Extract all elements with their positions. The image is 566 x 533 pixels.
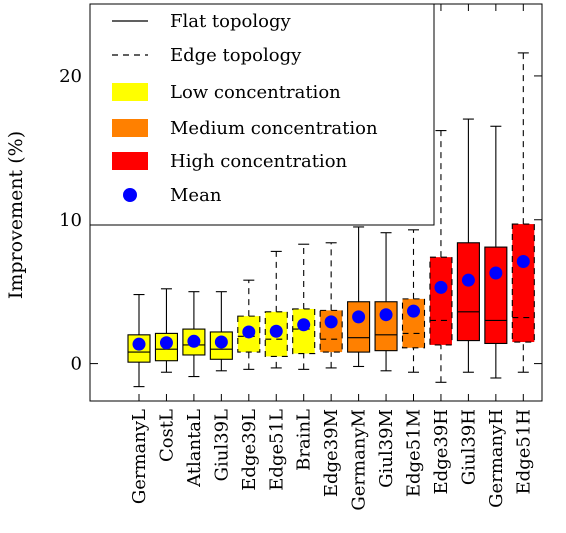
mean-marker: [324, 315, 338, 329]
mean-marker: [242, 325, 256, 339]
box-group: [374, 232, 398, 372]
legend-label: Low concentration: [170, 82, 341, 103]
mean-marker: [269, 324, 283, 338]
legend-color-swatch: [112, 83, 148, 101]
legend-mean-marker: [123, 188, 137, 202]
mean-marker: [132, 337, 146, 351]
legend: Flat topology Edge topology Low concentrat…: [89, 3, 435, 226]
mean-marker: [214, 335, 228, 349]
y-ticks: 0 10 20: [59, 66, 542, 375]
x-tick-label: Edge51L: [266, 409, 287, 491]
x-tick-label: GermanyM: [349, 409, 370, 511]
x-tick-label: Giul39L: [211, 409, 232, 481]
mean-marker: [489, 266, 503, 280]
box-group: [209, 291, 233, 372]
mean-marker: [379, 308, 393, 322]
legend-label: Medium concentration: [170, 118, 378, 139]
legend-entry: Medium concentration: [112, 118, 378, 139]
box-group: [347, 226, 371, 368]
boxes-layer: [127, 52, 535, 388]
x-tick-label: CostL: [156, 409, 177, 462]
x-tick-label: Edge51M: [404, 409, 425, 497]
y-tick-label: 0: [71, 354, 82, 375]
box-group: [127, 294, 151, 388]
legend-entry: High concentration: [112, 151, 348, 172]
y-tick-label: 10: [59, 210, 82, 231]
box-group: [264, 250, 288, 369]
y-axis-label: Improvement (%): [5, 131, 27, 299]
box-group: [154, 288, 178, 373]
legend-color-swatch: [112, 119, 148, 137]
legend-entry: Low concentration: [112, 82, 341, 103]
box-group: [511, 52, 535, 373]
box-group: [319, 242, 343, 369]
mean-marker: [297, 318, 311, 332]
x-tick-label: Giul39M: [376, 409, 397, 488]
legend-label: Edge topology: [170, 45, 302, 66]
box-group: [292, 243, 316, 370]
mean-marker: [434, 280, 448, 294]
box-iqr: [484, 246, 508, 345]
x-tick-label: Edge39H: [431, 409, 452, 494]
box-group: [237, 279, 261, 370]
mean-marker: [187, 334, 201, 348]
legend-entry: Mean: [123, 185, 222, 206]
legend-entry: Flat topology: [112, 11, 291, 32]
legend-label: Mean: [170, 185, 222, 206]
box-group: [401, 229, 426, 373]
x-tick-label: BrainL: [294, 409, 315, 471]
legend-label: High concentration: [170, 151, 348, 172]
box-group: [182, 291, 206, 378]
x-tick-label: Edge39M: [321, 409, 342, 497]
x-tick-label: GermanyH: [486, 409, 507, 508]
legend-color-swatch: [112, 152, 148, 170]
mean-marker: [159, 336, 173, 350]
mean-marker: [516, 254, 530, 268]
x-ticks: GermanyL CostL AtlantaL Giul39L Edge39L Edge5…: [129, 4, 534, 511]
box-group: [484, 125, 508, 379]
legend-label: Flat topology: [170, 11, 291, 32]
mean-marker: [407, 304, 420, 318]
x-tick-label: AtlantaL: [184, 409, 205, 488]
mean-marker: [461, 273, 475, 287]
box-iqr: [429, 256, 453, 346]
box-iqr: [456, 242, 480, 342]
mean-marker: [352, 310, 366, 324]
x-tick-label: Edge51H: [513, 409, 534, 494]
box-iqr: [347, 301, 371, 353]
legend-frame: [89, 3, 435, 226]
box-group: [456, 118, 480, 373]
x-tick-label: GermanyL: [129, 409, 150, 504]
box-group: [429, 130, 453, 383]
x-tick-label: Giul39H: [458, 409, 479, 485]
x-tick-label: Edge39L: [239, 409, 260, 491]
box-iqr: [511, 223, 535, 343]
legend-entry: Edge topology: [112, 45, 302, 66]
y-tick-label: 20: [59, 66, 82, 87]
